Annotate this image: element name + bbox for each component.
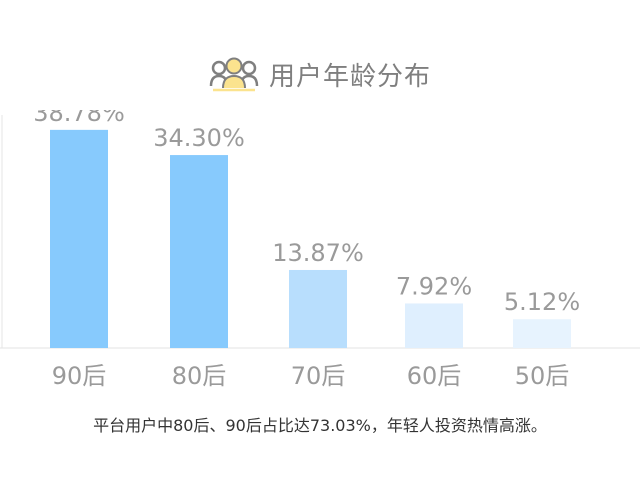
bar-0 <box>50 129 108 348</box>
people-icon <box>209 57 259 92</box>
bar-3 <box>405 303 463 348</box>
x-tick-label-0: 90后 <box>52 362 107 390</box>
data-label-4: 5.12% <box>504 288 580 316</box>
chart-caption: 平台用户中80后、90后占比达73.03%，年轻人投资热情高涨。 <box>93 416 547 435</box>
chart-title: 用户年龄分布 <box>268 61 431 92</box>
bar-1 <box>170 155 228 348</box>
x-tick-label-2: 70后 <box>291 362 346 390</box>
x-tick-label-4: 50后 <box>515 362 570 390</box>
data-label-1: 34.30% <box>153 124 245 152</box>
bar-chart: 38.78% 90后 34.30% 80后 13.87% 70后 7.92% 60后 5.12%… <box>0 110 640 390</box>
x-tick-label-1: 80后 <box>172 362 227 390</box>
data-label-3: 7.92% <box>396 272 472 300</box>
bar-4 <box>513 319 571 348</box>
bar-2 <box>289 269 347 348</box>
data-label-2: 13.87% <box>272 239 364 267</box>
x-tick-label-3: 60后 <box>407 362 462 390</box>
data-label-0: 38.78% <box>33 110 125 127</box>
chart-header: 用户年龄分布 <box>0 52 640 96</box>
